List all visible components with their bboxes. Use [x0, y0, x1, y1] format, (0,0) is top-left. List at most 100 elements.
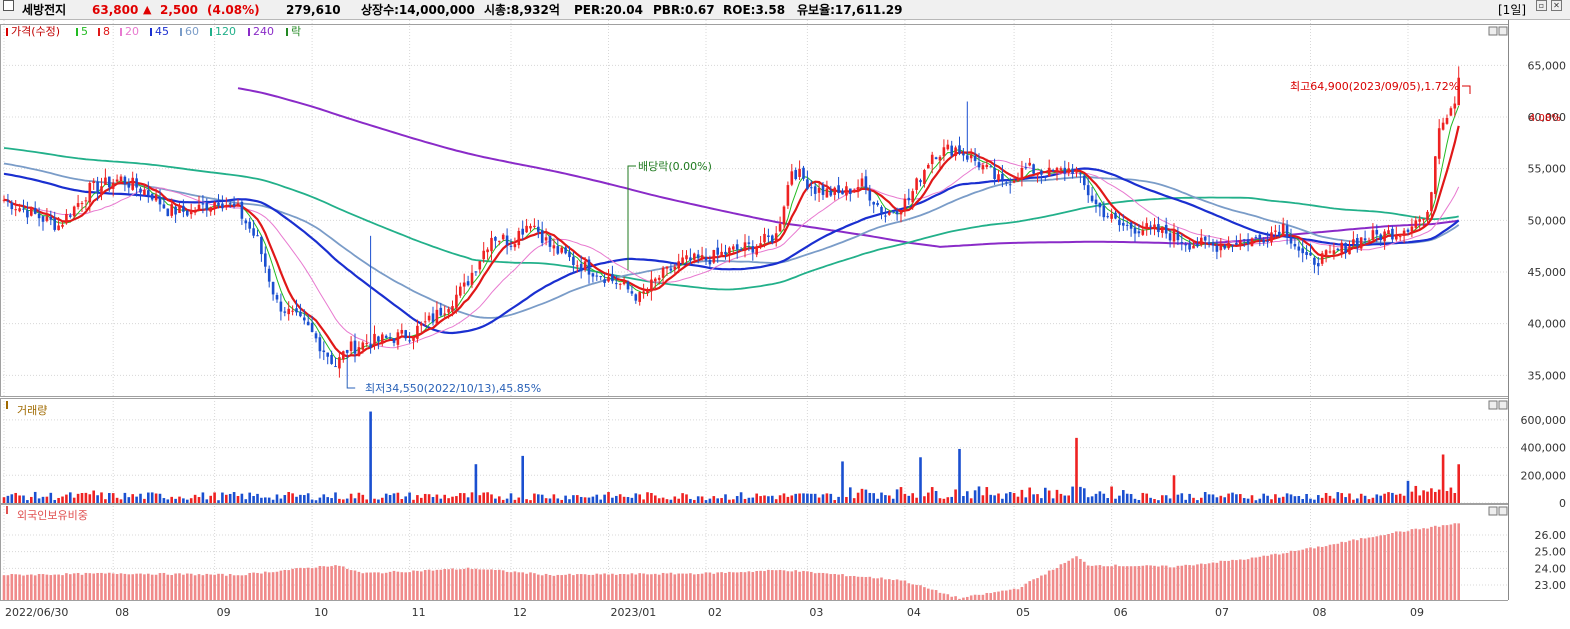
volume-bar: [743, 498, 747, 503]
candle-body: [353, 340, 357, 354]
period-selector[interactable]: [1일]: [1498, 3, 1527, 17]
volume-bar: [1200, 497, 1203, 503]
foreign-ratio-bar: [946, 594, 950, 600]
volume-bar: [197, 497, 201, 503]
stock-chart[interactable]: 35,000 40,000 45,000 50,000 55,000 60,000 65,0…: [0, 20, 1570, 629]
volume-bar: [677, 498, 680, 503]
foreign-ratio-bar: [361, 573, 365, 600]
candle-body: [615, 283, 618, 285]
foreign-ratio-bar: [1367, 537, 1371, 600]
volume-bar: [1422, 490, 1425, 503]
candle-body: [330, 354, 333, 364]
candle-body: [1246, 239, 1250, 245]
candle-body: [338, 357, 341, 369]
volume-bar: [509, 493, 513, 503]
candle-body: [794, 170, 797, 180]
foreign-ratio-bar: [1278, 554, 1281, 600]
candle-body: [509, 245, 513, 247]
volume-bar: [396, 492, 400, 503]
foreign-panel-title: 외국인보유비중: [17, 509, 88, 522]
candle-body: [966, 155, 969, 160]
volume-bar: [872, 493, 875, 503]
candle-body: [1125, 224, 1129, 226]
volume-bar: [556, 498, 560, 503]
foreign-ratio-bar: [810, 571, 813, 600]
candle-body: [1079, 173, 1082, 175]
select-checkbox[interactable]: [3, 0, 14, 11]
foreign-ratio-bar: [69, 574, 72, 600]
candle-body: [322, 350, 326, 353]
volume-bar: [774, 499, 778, 503]
volume-bar: [33, 491, 37, 503]
foreign-ratio-bar: [279, 570, 283, 600]
candle-body: [919, 180, 922, 183]
candle-body: [236, 203, 240, 207]
candle-body: [537, 226, 540, 232]
foreign-ratio-bar: [654, 573, 657, 600]
volume-bar: [568, 499, 571, 503]
foreign-ratio-bar: [915, 584, 918, 600]
foreign-ratio-bar: [1363, 538, 1367, 600]
foreign-ratio-bar: [420, 571, 423, 600]
volume-bar: [540, 494, 544, 503]
volume-bar: [1363, 495, 1367, 503]
foreign-ratio-bar: [774, 570, 778, 600]
candle-body: [583, 261, 587, 270]
candle-body: [1313, 257, 1316, 265]
foreign-ratio-bar: [396, 571, 400, 600]
volume-bar: [1371, 497, 1375, 503]
candle-body: [1274, 230, 1277, 232]
candle-body: [962, 153, 965, 156]
candle-body: [774, 233, 778, 242]
volume-bar: [1075, 437, 1078, 503]
candle-body: [342, 351, 345, 360]
foreign-ratio-bar: [271, 572, 275, 600]
volume-bar: [724, 494, 727, 503]
foreign-ratio-bar: [451, 568, 454, 600]
candle-body: [712, 250, 716, 263]
volume-bar: [759, 496, 762, 503]
foreign-ratio-bar: [1434, 525, 1437, 600]
close-icon[interactable]: ✕: [1551, 0, 1562, 11]
candle-body: [634, 294, 638, 301]
legend-swatch: [98, 28, 100, 36]
y-axis-area: [1508, 20, 1570, 629]
candle-body: [1145, 223, 1148, 230]
candle-body: [1356, 238, 1359, 247]
foreign-ratio-bar: [1044, 574, 1047, 600]
foreign-ratio-bar: [104, 573, 107, 600]
candle-body: [287, 308, 290, 315]
volume-bar: [388, 494, 392, 503]
volume-bar: [1192, 497, 1195, 503]
volume-bar: [977, 486, 981, 503]
foreign-ratio-bar: [41, 574, 45, 600]
legend-swatch: [120, 28, 122, 36]
volume-bar: [349, 493, 353, 503]
foreign-ratio-bar: [1336, 543, 1340, 600]
candle-body: [1414, 220, 1418, 228]
volume-bar: [1426, 491, 1429, 503]
foreign-ratio-bar: [1047, 570, 1051, 600]
foreign-ratio-bar: [322, 566, 326, 600]
candle-body: [860, 178, 864, 187]
candle-body: [626, 281, 630, 290]
foreign-ratio-bar: [841, 574, 844, 600]
candle-body: [782, 206, 786, 225]
candle-body: [1001, 173, 1004, 180]
foreign-ratio-bar: [197, 574, 201, 600]
foreign-ratio-bar: [174, 573, 177, 600]
foreign-ratio-bar: [907, 583, 911, 600]
volume-bar: [1278, 497, 1281, 503]
candle-body: [1453, 103, 1457, 109]
candle-body: [821, 185, 825, 195]
candle-body: [1340, 242, 1343, 253]
candle-body: [466, 281, 470, 286]
candle-body: [1449, 108, 1453, 116]
foreign-ratio-bar: [673, 574, 677, 600]
volume-bar: [505, 498, 509, 503]
candle-body: [1040, 170, 1043, 175]
volume-bar: [1036, 494, 1039, 503]
volume-bar: [1320, 497, 1324, 503]
restore-icon[interactable]: ▫: [1536, 0, 1547, 11]
candle-body: [186, 210, 189, 216]
